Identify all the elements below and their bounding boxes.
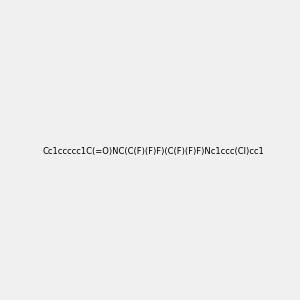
Text: Cc1ccccc1C(=O)NC(C(F)(F)F)(C(F)(F)F)Nc1ccc(Cl)cc1: Cc1ccccc1C(=O)NC(C(F)(F)F)(C(F)(F)F)Nc1c… bbox=[43, 147, 265, 156]
